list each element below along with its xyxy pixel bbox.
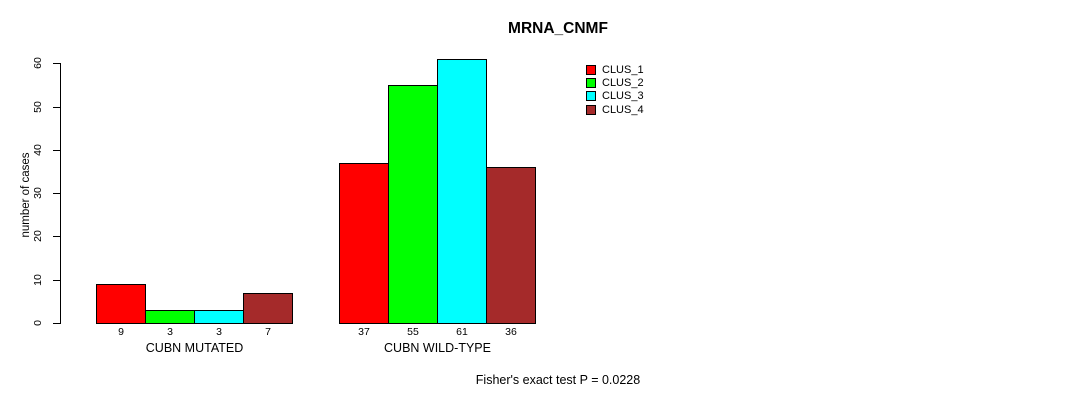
- bar-clus_2-2: [388, 85, 438, 324]
- bar-value-label: 61: [456, 326, 468, 338]
- bar-value-label: 37: [358, 326, 370, 338]
- legend-swatch-clus_1: [586, 64, 596, 75]
- legend-item-clus_2: CLUS_2: [586, 76, 644, 89]
- stat-annotation: Fisher's exact test P = 0.0228: [475, 373, 641, 387]
- bar-clus_3-2: [437, 59, 487, 324]
- bar-value-label: 9: [118, 326, 124, 338]
- bar-value-label: 3: [167, 326, 173, 338]
- y-tick-mark: [53, 63, 60, 65]
- y-tick-label: 60: [32, 57, 44, 70]
- x-category-label: CUBN MUTATED: [145, 341, 244, 355]
- bar-value-label: 3: [216, 326, 222, 338]
- legend-label: CLUS_2: [602, 76, 644, 89]
- y-axis-label: number of cases: [20, 152, 32, 238]
- y-tick-label: 20: [32, 230, 44, 243]
- legend-swatch-clus_4: [586, 104, 596, 115]
- y-tick-mark: [53, 236, 60, 238]
- bar-clus_2-1: [145, 310, 195, 324]
- y-tick-label: 50: [32, 100, 44, 113]
- y-axis-line: [60, 63, 61, 324]
- bar-clus_1-2: [339, 163, 389, 324]
- bar-value-label: 36: [505, 326, 517, 338]
- legend-item-clus_1: CLUS_1: [586, 63, 644, 76]
- y-tick-label: 10: [32, 273, 44, 286]
- chart-title: MRNA_CNMF: [508, 20, 608, 37]
- y-tick-mark: [53, 149, 60, 151]
- legend-label: CLUS_3: [602, 90, 644, 103]
- legend-label: CLUS_1: [602, 63, 644, 76]
- bar-clus_4-1: [243, 293, 293, 324]
- y-tick-mark: [53, 193, 60, 195]
- legend-swatch-clus_2: [586, 77, 596, 88]
- y-tick-label: 0: [32, 320, 44, 326]
- y-tick-label: 40: [32, 144, 44, 156]
- legend-item-clus_3: CLUS_3: [586, 90, 644, 103]
- legend-swatch-clus_3: [586, 91, 596, 102]
- y-tick-mark: [53, 279, 60, 281]
- x-category-label: CUBN WILD-TYPE: [384, 341, 491, 355]
- legend-item-clus_4: CLUS_4: [586, 103, 644, 116]
- bar-clus_1-1: [96, 284, 146, 324]
- legend: CLUS_1 CLUS_2 CLUS_3 CLUS_4: [586, 63, 644, 116]
- y-tick-mark: [53, 106, 60, 108]
- bar-value-label: 7: [265, 326, 271, 338]
- bar-clus_4-2: [486, 167, 536, 324]
- bar-value-label: 55: [407, 326, 419, 338]
- y-tick-label: 30: [32, 187, 44, 199]
- y-tick-mark: [53, 323, 60, 324]
- legend-label: CLUS_4: [602, 103, 644, 116]
- bar-clus_3-1: [194, 310, 244, 324]
